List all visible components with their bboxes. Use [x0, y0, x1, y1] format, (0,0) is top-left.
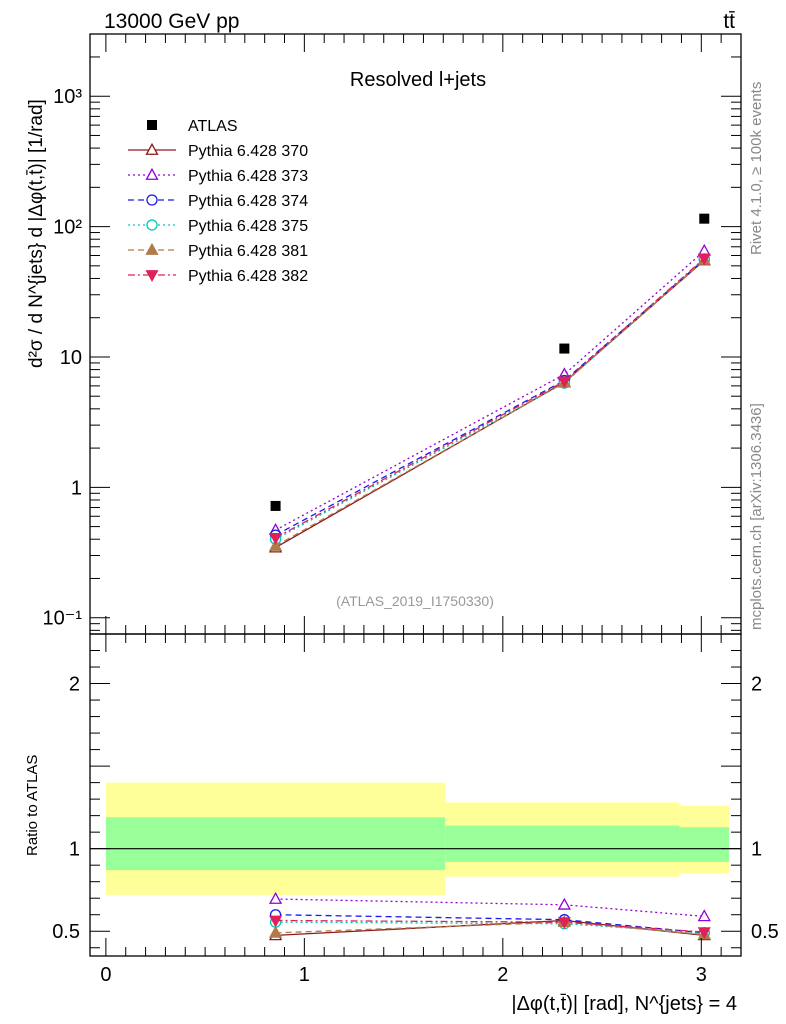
ratio-y-tick-label: 1 [69, 839, 80, 861]
legend-marker [145, 167, 159, 180]
main-panel: 10⁻¹ 1 10 10² 10³ Resolved l+jets (ATLAS_201… [26, 33, 742, 635]
legend-label: Pythia 6.428 374 [188, 193, 308, 210]
atlas-data-point [559, 343, 570, 354]
ratio-y-tick-label-right: 1 [751, 839, 762, 861]
main-series-point [697, 253, 711, 266]
main-series-point [268, 538, 283, 551]
ratio-series-point [697, 909, 711, 922]
legend-item: Pythia 6.428 382 [128, 268, 308, 285]
main-title: Resolved l+jets [350, 69, 486, 91]
ratio-frame [89, 633, 742, 957]
ratio-series-point [697, 927, 711, 940]
ratio-series-line [275, 921, 705, 934]
legend-item: Pythia 6.428 375 [128, 218, 308, 235]
atlas-data [270, 213, 710, 511]
legend-label: Pythia 6.428 375 [188, 218, 308, 235]
main-series-line [275, 250, 705, 531]
x-tick-label: 2 [497, 964, 508, 986]
x-tick-label: 3 [696, 964, 707, 986]
legend-marker [145, 142, 159, 155]
main-series-3 [269, 253, 710, 541]
legend: ATLAS Pythia 6.428 370 Pythia 6.428 373 Pyt… [128, 118, 308, 285]
main-y-tick-label: 10⁻¹ [43, 608, 83, 630]
x-tick-label: 0 [100, 964, 111, 986]
main-series-point [269, 532, 283, 545]
main-series-1 [268, 253, 711, 553]
ratio-y-tick-label: 0.5 [52, 921, 80, 943]
ratio-series-line [275, 921, 705, 936]
watermark: (ATLAS_2019_I1750330) [336, 593, 494, 609]
main-series-6 [269, 253, 711, 545]
main-series-line [275, 259, 705, 549]
main-y-tick-label: 1 [71, 477, 82, 499]
legend-label: Pythia 6.428 370 [188, 143, 308, 160]
main-series-point [557, 376, 571, 389]
stat-uncertainty-band [679, 827, 730, 862]
mcplots-label: mcplots.cern.ch [arXiv:1306.3436] [748, 403, 765, 630]
ratio-y-tick-label-right: 0.5 [751, 921, 779, 943]
legend-item: Pythia 6.428 370 [128, 142, 308, 160]
atlas-data-point [699, 213, 710, 224]
main-y-axis-label: d²σ / d N^{jets} d |Δφ(t,t̄)| [1/rad] [26, 99, 47, 368]
legend-marker [146, 219, 158, 231]
ratio-series-6 [269, 915, 711, 940]
ratio-series-point [557, 917, 571, 930]
rivet-label: Rivet 4.1.0, ≥ 100k events [748, 82, 765, 255]
ratio-series-point [269, 915, 283, 928]
legend-item: Pythia 6.428 381 [128, 242, 308, 260]
legend-label: ATLAS [188, 118, 238, 135]
ratio-y-tick-label-right: 2 [751, 674, 762, 696]
main-series-line [275, 257, 705, 539]
stat-uncertainty-band [105, 817, 446, 871]
legend-marker [145, 270, 159, 282]
ratio-y-tick-label: 2 [69, 674, 80, 696]
ratio-series-5 [268, 915, 711, 940]
ratio-series-point [268, 925, 283, 938]
legend-marker [147, 120, 157, 130]
main-series-line [275, 258, 705, 540]
ratio-series-point [268, 891, 283, 904]
x-axis-label: |Δφ(t,t̄)| [rad], N^{jets} = 4 [511, 993, 737, 1015]
main-series-line [275, 258, 705, 536]
legend-item: ATLAS [147, 118, 238, 135]
stat-uncertainty-band [445, 825, 680, 862]
ratio-y-axis-label: Ratio to ATLAS [24, 755, 41, 856]
main-y-tick-label: 10² [53, 217, 82, 239]
main-y-tick-label: 10 [60, 347, 82, 369]
legend-marker [145, 242, 159, 255]
legend-item: Pythia 6.428 374 [128, 193, 308, 210]
ratio-series-line [275, 898, 705, 918]
legend-label: Pythia 6.428 373 [188, 168, 308, 185]
main-series-line [275, 259, 705, 547]
ratio-panel: 0.5 0.5 1 1 2 2 0 1 2 3 Ratio to ATLAS |Δφ(t,t̄)|… [24, 633, 779, 1015]
ratio-series-2 [268, 891, 711, 922]
process-label: tt̄ [723, 10, 735, 33]
energy-label: 13000 GeV pp [104, 10, 239, 33]
legend-label: Pythia 6.428 382 [188, 268, 308, 285]
main-series-4 [269, 253, 710, 545]
main-y-tick-label: 10³ [53, 86, 82, 108]
main-series-2 [268, 243, 711, 535]
ratio-series-point [557, 897, 571, 910]
ratio-series-line [275, 914, 705, 934]
main-series-5 [268, 252, 711, 551]
legend-item: Pythia 6.428 373 [128, 167, 308, 185]
legend-label: Pythia 6.428 381 [188, 243, 308, 260]
atlas-data-point [270, 500, 281, 511]
x-tick-label: 1 [299, 964, 310, 986]
legend-marker [146, 194, 158, 206]
